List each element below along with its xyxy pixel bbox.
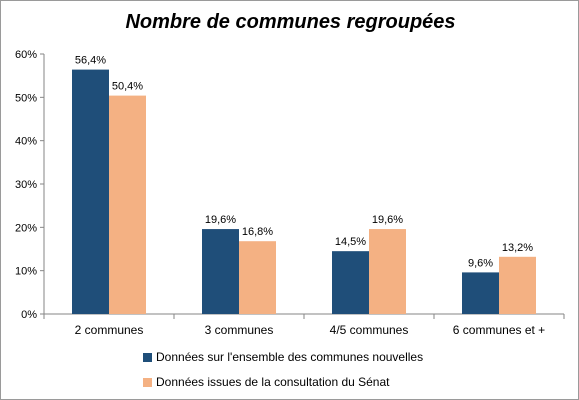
bar-series-1 (332, 251, 369, 314)
legend-label-series-2: Données issues de la consultation du Sén… (156, 375, 390, 389)
data-label-series-2: 50,4% (112, 81, 143, 93)
data-label-series-2: 19,6% (372, 214, 403, 226)
data-label-series-1: 19,6% (205, 214, 236, 226)
legend-swatch-series-2 (143, 378, 152, 387)
bar-series-2 (109, 95, 146, 314)
bar-series-1 (462, 272, 499, 314)
legend-label-series-1: Données sur l'ensemble des communes nouv… (156, 350, 424, 364)
bar-series-2 (499, 256, 536, 314)
bar-series-1 (72, 69, 109, 314)
y-tick-label: 50% (15, 92, 37, 104)
legend-swatch-series-1 (143, 353, 152, 362)
bar-series-2 (369, 229, 406, 314)
y-tick-label: 10% (15, 266, 37, 278)
chart-title: Nombre de communes regroupées (125, 11, 456, 33)
y-tick-label: 20% (15, 222, 37, 234)
x-tick-label: 4/5 communes (330, 323, 409, 337)
bar-series-2 (239, 241, 276, 314)
x-tick-label: 3 communes (205, 323, 274, 337)
y-tick-label: 40% (15, 136, 37, 148)
y-tick-label: 0% (21, 309, 37, 321)
data-label-series-2: 13,2% (502, 242, 533, 254)
y-tick-label: 60% (15, 49, 37, 61)
x-tick-label: 2 communes (75, 323, 144, 337)
data-label-series-1: 14,5% (335, 236, 366, 248)
data-label-series-1: 56,4% (75, 55, 106, 67)
x-tick-label: 6 communes et + (453, 323, 545, 337)
bar-series-1 (202, 229, 239, 314)
data-label-series-1: 9,6% (468, 257, 493, 269)
data-label-series-2: 16,8% (242, 226, 273, 238)
y-tick-label: 30% (15, 179, 37, 191)
